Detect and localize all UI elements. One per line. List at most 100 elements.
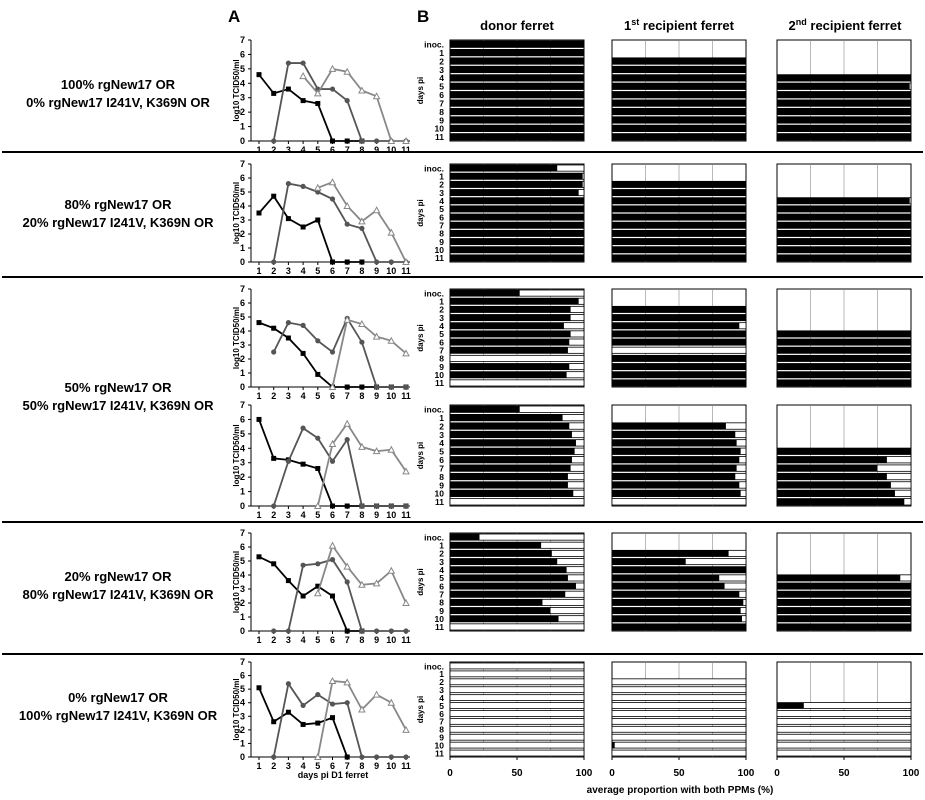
row-label: 8 xyxy=(439,725,444,735)
ppm-bar xyxy=(777,591,911,598)
bar-track xyxy=(776,710,912,717)
ppm-bar xyxy=(612,371,746,378)
titer-point xyxy=(343,67,352,75)
row-label: 3 xyxy=(439,430,444,440)
row-label: 11 xyxy=(435,253,444,263)
x-tick-label: 10 xyxy=(386,391,396,401)
row-label: 7 xyxy=(439,590,444,600)
group-label-4-line-1: 20% rgNew17 OR xyxy=(65,569,173,584)
ppm-bar xyxy=(450,456,572,463)
titer-point xyxy=(285,335,291,341)
x-tick-label: 1 xyxy=(256,145,261,155)
group-label-1: 100% rgNew17 OR 0% rgNew17 I241V, K369N … xyxy=(26,77,210,110)
x-tick-label: 7 xyxy=(345,391,350,401)
row-label: 3 xyxy=(439,557,444,567)
titer-point xyxy=(358,580,366,588)
x-tick-label: 1 xyxy=(256,635,261,645)
row-label: 8 xyxy=(439,472,444,482)
ppm-bar xyxy=(612,473,736,480)
titer-point xyxy=(300,593,306,599)
titer-point xyxy=(313,501,322,509)
y-tick-label: 5 xyxy=(240,684,245,694)
ppm-bar xyxy=(777,702,804,709)
row-axis-title: days pi xyxy=(416,324,425,352)
row-label: 6 xyxy=(439,212,444,222)
row-label: 2 xyxy=(439,305,444,315)
ppm-bar xyxy=(777,133,911,140)
titer-point xyxy=(315,720,321,726)
bar-track xyxy=(611,710,747,717)
titer-point xyxy=(285,181,291,187)
ppm-bar xyxy=(777,498,905,505)
row-label: 5 xyxy=(439,573,444,583)
ppm-bar xyxy=(450,574,568,581)
titer-point xyxy=(300,461,306,467)
x-tick-label: 11 xyxy=(401,761,411,771)
ppm-bar xyxy=(612,57,746,65)
x-tick-label: 7 xyxy=(345,266,350,276)
titer-point xyxy=(315,100,321,106)
ppm-bar xyxy=(450,83,584,90)
bar-track xyxy=(611,749,747,757)
bar-track xyxy=(776,749,912,757)
bar-track xyxy=(611,346,747,354)
titer-point xyxy=(300,322,306,328)
titer-point xyxy=(330,259,335,265)
bar-track xyxy=(449,686,585,694)
y-tick-label: 3 xyxy=(240,340,245,350)
x-tick-label: 5 xyxy=(315,635,320,645)
y-tick-label: 0 xyxy=(240,257,245,267)
row-axis-title: days pi xyxy=(416,568,425,596)
row-label: 9 xyxy=(439,237,444,247)
titer-point xyxy=(271,349,277,355)
y-tick-label: 2 xyxy=(240,725,245,735)
ppm-bar xyxy=(612,306,746,313)
ppm-bar xyxy=(777,371,911,378)
row-label: inoc. xyxy=(424,288,444,298)
titer-point xyxy=(299,72,307,80)
titer-point xyxy=(359,503,365,509)
titer-point xyxy=(271,628,277,634)
ppm-bar xyxy=(612,322,740,329)
ppm-bar xyxy=(450,238,584,245)
x-tick-label: 11 xyxy=(401,510,411,520)
ppm-bar xyxy=(450,339,570,346)
ppm-bar xyxy=(777,91,911,98)
titer-point xyxy=(285,320,291,326)
titer-point xyxy=(313,589,322,597)
titer-point xyxy=(328,382,337,390)
ppm-bar xyxy=(450,473,568,480)
titer-point xyxy=(343,315,352,323)
bar-track xyxy=(449,623,585,631)
ppm-bar xyxy=(612,99,746,107)
row-label: 10 xyxy=(435,370,445,380)
titer-point xyxy=(403,503,409,509)
row-label: 7 xyxy=(439,98,444,108)
y-tick-label: 2 xyxy=(240,229,245,239)
x-tick-label: 3 xyxy=(286,761,291,771)
row-label: 9 xyxy=(439,362,444,372)
x-tick-label: 7 xyxy=(345,761,350,771)
ppm-bar xyxy=(450,254,584,261)
ppm-bar xyxy=(777,222,911,229)
titer-point xyxy=(402,725,410,733)
y-tick-label: 7 xyxy=(240,35,245,45)
ppm-bar xyxy=(450,481,568,489)
ppm-bar xyxy=(450,298,579,305)
y-axis-title: log10 TCID50/ml xyxy=(232,551,241,613)
y-tick-label: 2 xyxy=(240,472,245,482)
x-tick-label: 50 xyxy=(673,768,685,779)
titer-line xyxy=(302,67,406,142)
row-label: 5 xyxy=(439,204,444,214)
ppm-bar xyxy=(450,222,584,229)
titer-point xyxy=(372,579,381,587)
ppm-bar xyxy=(612,431,736,438)
titer-point xyxy=(358,217,366,225)
titer-point xyxy=(300,562,306,568)
ppm-bar xyxy=(612,330,746,337)
titer-point xyxy=(387,228,396,236)
ppm-bar xyxy=(777,456,887,463)
